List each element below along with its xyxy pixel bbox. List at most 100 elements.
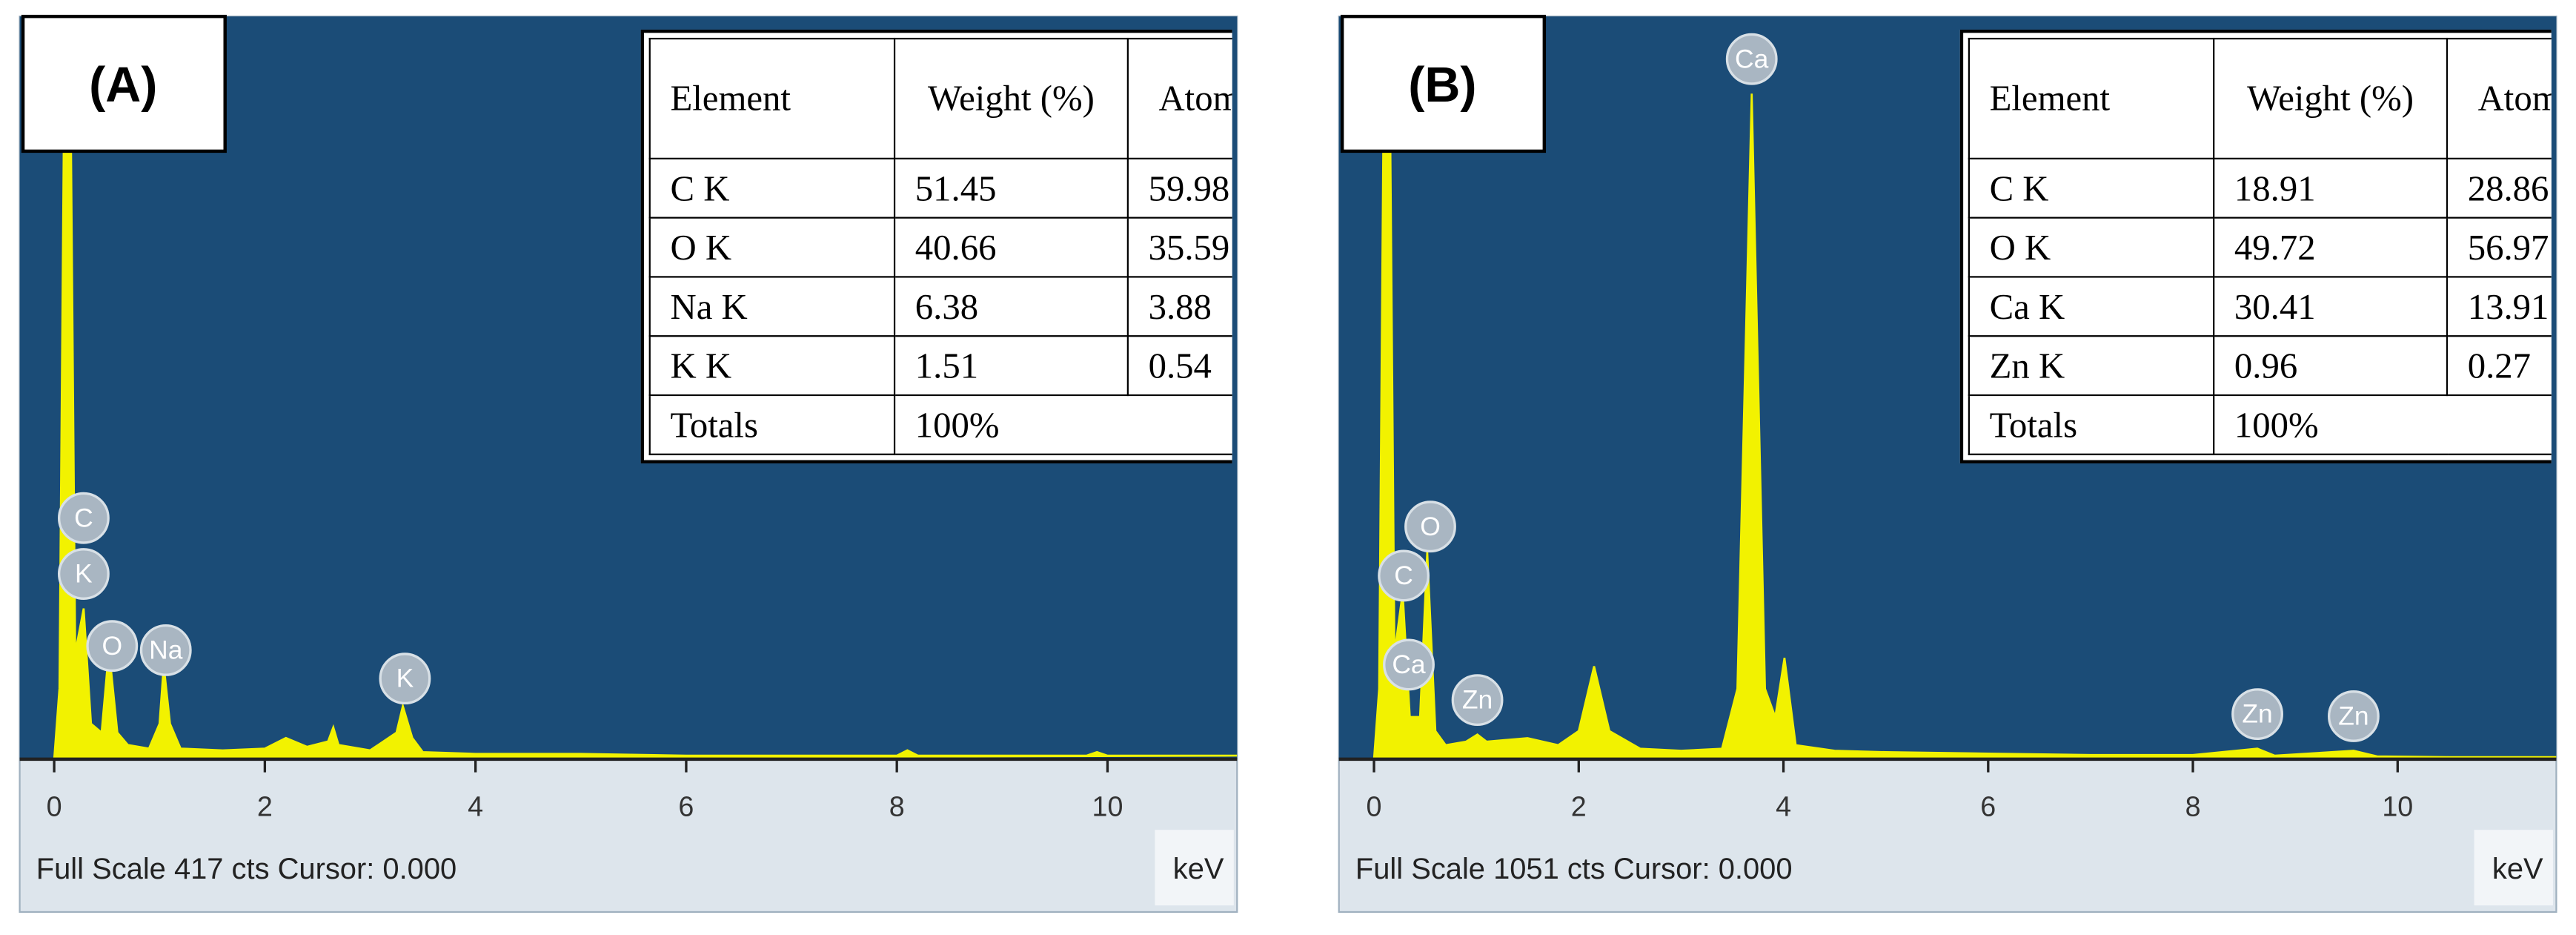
table-cell: 40.66 [893, 217, 1129, 278]
table-cell: 100% [2213, 394, 2552, 455]
peak-label: Zn [2242, 699, 2272, 729]
peak-label: Zn [2338, 701, 2368, 731]
table-cell: O K [1968, 217, 2215, 278]
x-tick-label: 2 [1571, 790, 1587, 822]
footer: Full Scale 417 cts Cursor: 0.000 [36, 853, 457, 885]
peak-label: O [102, 631, 122, 661]
panel-label-box [21, 14, 227, 153]
table-cell: 1.51 [893, 335, 1129, 397]
peak-label: C [1394, 561, 1413, 590]
peak-marker [1725, 33, 1778, 85]
footer: Full Scale 1051 cts Cursor: 0.000 [1355, 853, 1793, 885]
table-cell: 56.97 [2446, 217, 2552, 278]
table-cell: 13.91 [2446, 276, 2552, 337]
table-cell: 51.45 [893, 157, 1129, 219]
x-unit: keV [1173, 853, 1224, 885]
table-cell: C K [1968, 157, 2215, 219]
table-cell: 28.86 [2446, 157, 2552, 219]
x-tick-label: 10 [2382, 790, 2413, 822]
table-cell: 0.96 [2213, 335, 2449, 397]
table-header: Element [648, 37, 896, 159]
x-tick-label: 8 [2185, 790, 2201, 822]
unit-box [2474, 830, 2553, 906]
table-cell: Totals [1968, 394, 2215, 455]
panel-label-box [1340, 14, 1547, 153]
x-tick-label: 10 [1092, 790, 1123, 822]
x-tick-label: 4 [1776, 790, 1791, 822]
x-tick-label: 6 [1980, 790, 1996, 822]
table-header: Atomic (%) [2446, 37, 2552, 159]
peak-label: Na [149, 635, 183, 664]
peak-marker [1378, 549, 1430, 602]
table-row: O K 40.66 35.59 [648, 217, 1232, 278]
table-row: Na K 6.38 3.88 [648, 276, 1232, 337]
table-row: C K 51.45 59.98 [648, 157, 1232, 219]
table-cell: 0.54 [1126, 335, 1232, 397]
table-cell: 59.98 [1126, 157, 1232, 219]
table-cell: 6.38 [893, 276, 1129, 337]
peak-marker [1404, 500, 1456, 553]
table-cell: C K [648, 157, 896, 219]
table-row: O K 49.72 56.97 [1968, 217, 2552, 278]
x-tick-label: 2 [257, 790, 273, 822]
table-cell: 18.91 [2213, 157, 2449, 219]
table-row: C K 18.91 28.86 [1968, 157, 2552, 219]
peak-marker [2231, 688, 2283, 741]
peak-marker [57, 548, 110, 600]
x-tick-label: 6 [678, 790, 694, 822]
peak-marker [379, 652, 431, 705]
peak-label: K [396, 664, 414, 693]
table-cell: Zn K [1968, 335, 2215, 397]
table-header: Atomic (%) [1126, 37, 1232, 159]
peak-marker [57, 492, 110, 544]
unit-box [1155, 830, 1234, 906]
table-row: Ca K 30.41 13.91 [1968, 276, 2552, 337]
table-row: Zn K 0.96 0.27 [1968, 335, 2552, 397]
table-row: Totals 100% [648, 394, 1232, 455]
panel: 0 2 4 6 8 10 Full Scale 1051 cts Cursor: 0.000… [1338, 14, 2557, 913]
table-cell: O K [648, 217, 896, 278]
table-cell: 3.88 [1126, 276, 1232, 337]
peak-label: Ca [1735, 44, 1769, 73]
peak-label: K [75, 559, 93, 589]
table-header: Element [1968, 37, 2215, 159]
table-cell: 0.27 [2446, 335, 2552, 397]
peak-label: Ca [1392, 650, 1426, 679]
spectrum [53, 19, 1238, 759]
table-cell: Totals [648, 394, 896, 455]
table-row: Totals 100% [1968, 394, 2552, 455]
table-cell: 100% [893, 394, 1232, 455]
panel-label: (A) [89, 58, 157, 113]
panel-label: (B) [1408, 58, 1476, 113]
table-cell: 49.72 [2213, 217, 2449, 278]
table-cell: Ca K [1968, 276, 2215, 337]
x-unit: keV [2492, 853, 2543, 885]
peak-marker [1383, 638, 1435, 691]
peak-marker [1451, 674, 1504, 727]
table-cell: K K [648, 335, 896, 397]
table-cell: 35.59 [1126, 217, 1232, 278]
table-cell: Na K [648, 276, 896, 337]
x-tick-label: 4 [468, 790, 483, 822]
table-row: K K 1.51 0.54 [648, 335, 1232, 397]
peak-label: Zn [1462, 685, 1493, 715]
table-cell: 30.41 [2213, 276, 2449, 337]
x-tick-label: 8 [889, 790, 905, 822]
panel: 0 2 4 6 8 10 Full Scale 417 cts Cursor: 0.000 k… [19, 14, 1238, 913]
peak-label: O [1420, 512, 1441, 541]
peak-label: C [74, 503, 93, 532]
table-header: Weight (%) [893, 37, 1129, 159]
peak-marker [139, 624, 192, 676]
x-tick-label: 0 [1367, 790, 1382, 822]
table-header: Weight (%) [2213, 37, 2449, 159]
